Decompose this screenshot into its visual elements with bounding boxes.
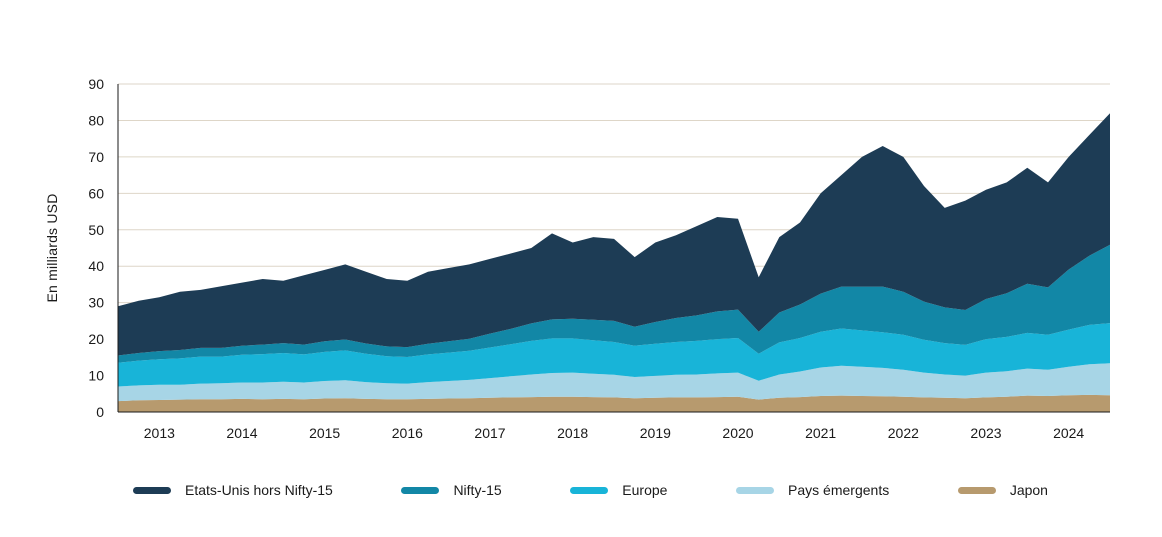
legend-swatch-japon (957, 486, 996, 494)
stacked-area-chart: 0 10 20 30 40 50 60 70 80 90 2013 2014 2015 2016 2017 2… (88, 76, 1110, 441)
x-tick-label-2017: 2017 (474, 425, 505, 441)
y-tick-label-50: 50 (88, 222, 104, 238)
y-tick-label-0: 0 (96, 404, 104, 420)
legend-swatch-europe (570, 486, 609, 494)
x-tick-label-2014: 2014 (226, 425, 257, 441)
area-pays-mergents (118, 363, 1110, 402)
x-tick-label-2018: 2018 (557, 425, 588, 441)
area-japon (118, 394, 1110, 412)
x-tick-label-2016: 2016 (392, 425, 423, 441)
legend-item-europe: Europe (570, 482, 667, 498)
y-tick-label-60: 60 (88, 185, 104, 201)
y-tick-label-70: 70 (88, 149, 104, 165)
x-tick-label-2015: 2015 (309, 425, 340, 441)
area-nifty-15 (118, 244, 1110, 363)
x-tick-label-2023: 2023 (970, 425, 1001, 441)
x-tick-label-2013: 2013 (144, 425, 175, 441)
y-tick-label-40: 40 (88, 258, 104, 274)
legend-item-etats-unis-hors-nifty-15: Etats-Unis hors Nifty-15 (133, 482, 333, 498)
x-tick-label-2019: 2019 (640, 425, 671, 441)
chart-legend: Etats-Unis hors Nifty-15 Nifty-15 Europe Pa… (133, 482, 1048, 498)
legend-label-europe: Europe (622, 482, 668, 498)
area-europe (118, 323, 1110, 387)
legend-item-pays-mergents: Pays émergents (736, 482, 889, 498)
x-tick-label-2022: 2022 (888, 425, 919, 441)
legend-item-japon: Japon (957, 482, 1048, 498)
y-tick-label-30: 30 (88, 295, 104, 311)
legend-item-nifty-15: Nifty-15 (401, 482, 502, 498)
legend-swatch-nifty-15 (401, 486, 440, 494)
legend-swatch-pays-mergents (736, 486, 775, 494)
y-tick-label-10: 10 (88, 368, 104, 384)
legend-swatch-etats-unis-hors-nifty-15 (133, 486, 171, 494)
x-tick-label-2024: 2024 (1053, 425, 1084, 441)
y-tick-label-90: 90 (88, 76, 104, 92)
x-tick-label-2020: 2020 (722, 425, 753, 441)
legend-label-etats-unis-hors-nifty-15: Etats-Unis hors Nifty-15 (185, 482, 333, 498)
legend-label-japon: Japon (1009, 482, 1048, 498)
area-etats-unis-hors-nifty-15 (118, 113, 1110, 356)
y-tick-label-20: 20 (88, 331, 104, 347)
x-tick-label-2021: 2021 (805, 425, 836, 441)
legend-label-nifty-15: Nifty-15 (453, 482, 502, 498)
legend-label-pays-mergents: Pays émergents (788, 482, 890, 498)
y-tick-label-80: 80 (88, 112, 104, 128)
